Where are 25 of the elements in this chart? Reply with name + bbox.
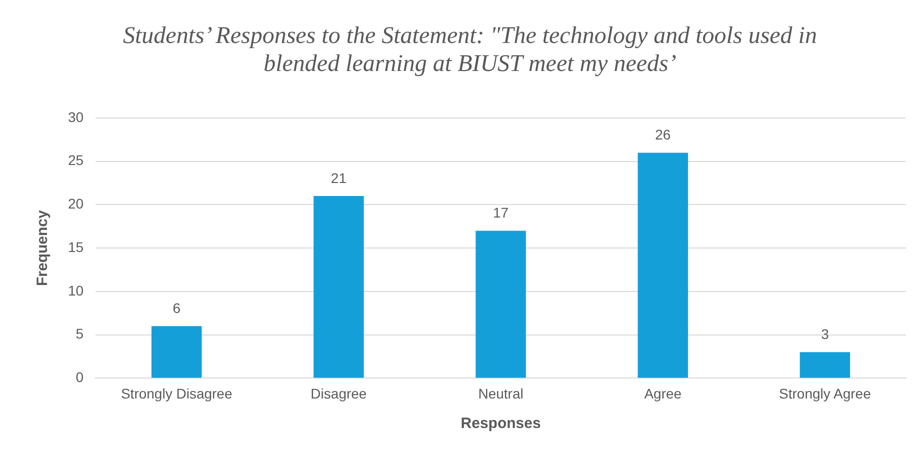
y-tick-label: 30	[68, 108, 84, 125]
bar	[476, 230, 526, 378]
y-tick-label: 25	[68, 152, 84, 168]
data-label: 6	[172, 300, 181, 316]
chart-title: Students’ Responses to the Statement: "The technology and tools used in blended learning at BIUST meet my needs’	[122, 22, 818, 78]
x-tick-label: Strongly Disagree	[120, 385, 232, 402]
bar	[638, 152, 688, 378]
data-label: 21	[330, 170, 347, 186]
bar	[800, 352, 850, 378]
y-tick-label: 0	[76, 369, 84, 386]
data-label: 17	[492, 204, 509, 221]
x-tick-label: Neutral	[478, 385, 524, 402]
x-tick-label: Agree	[644, 385, 682, 402]
x-tick-label: Strongly Agree	[779, 385, 872, 402]
bar	[151, 326, 202, 378]
x-axis-title: Responses	[460, 415, 541, 432]
y-tick-label: 5	[76, 326, 84, 342]
data-label: 26	[655, 126, 671, 143]
y-tick-label: 15	[68, 238, 84, 255]
y-tick-label: 10	[68, 282, 84, 298]
bar	[314, 196, 364, 378]
y-axis-title: Frequency	[34, 210, 52, 286]
y-tick-label: 20	[68, 196, 84, 212]
x-tick-label: Disagree	[310, 385, 367, 402]
data-label: 3	[821, 326, 830, 342]
